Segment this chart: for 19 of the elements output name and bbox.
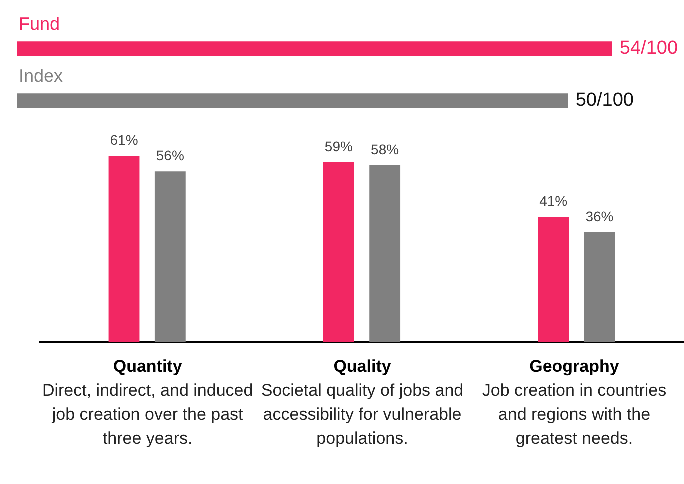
data-label: 61% xyxy=(110,132,138,148)
data-label: 54/100 xyxy=(620,38,678,60)
y-tick-label: Index xyxy=(19,66,64,86)
data-label: 58% xyxy=(371,141,400,158)
bar xyxy=(538,217,570,342)
bar xyxy=(584,232,616,342)
x-tick-label: Geography Job creation in countries and regions with the greatest needs. xyxy=(481,356,668,450)
data-label: 41% xyxy=(540,193,568,210)
bar xyxy=(370,166,401,342)
y-tick-label: Fund xyxy=(19,14,60,34)
x-tick-label: Quality Societal quality of jobs and accessibility for vulnerable populations. xyxy=(260,356,465,450)
x-tick-label: Quantity Direct, indirect, and induced job creation over the past three years. xyxy=(41,356,254,450)
data-label: 59% xyxy=(324,138,353,154)
bar xyxy=(323,162,354,342)
bar xyxy=(154,172,186,342)
data-label: 50/100 xyxy=(576,90,634,112)
data-label: 36% xyxy=(586,208,614,224)
bar xyxy=(108,156,140,342)
data-label: 56% xyxy=(156,147,184,164)
